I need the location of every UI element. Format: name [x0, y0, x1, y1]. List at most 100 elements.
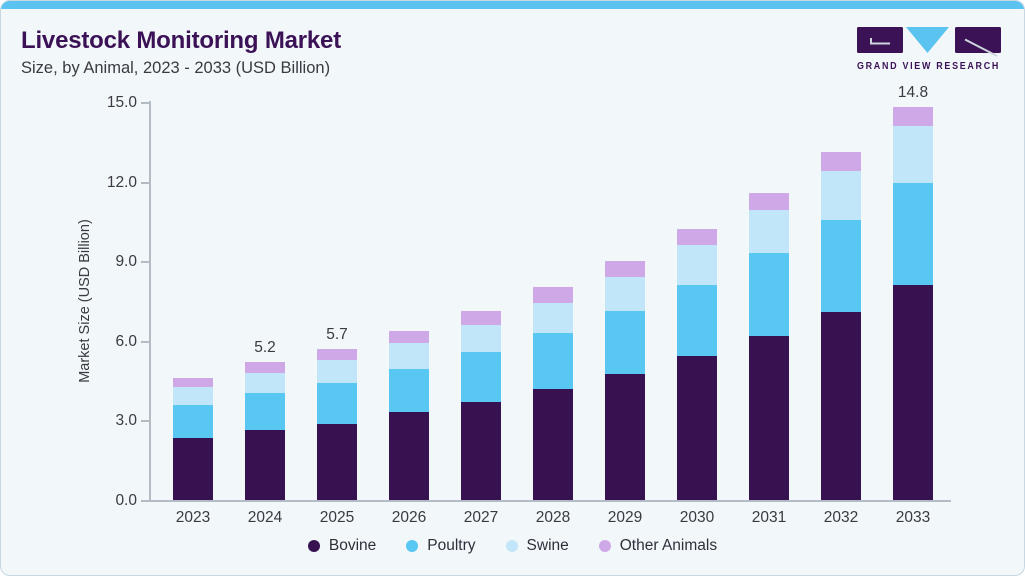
chart-legend: Bovine Poultry Swine Other Animals	[1, 537, 1024, 555]
legend-label: Bovine	[328, 537, 377, 554]
bar-segment-poultry	[821, 219, 861, 312]
logo-triangle-icon	[906, 27, 949, 53]
bar-segment-bovine	[821, 311, 861, 500]
x-tick-label-2023: 2023	[175, 509, 211, 526]
x-tick-label-2027: 2027	[463, 509, 499, 526]
bar-segment-swine	[749, 210, 789, 254]
x-tick-label-2030: 2030	[679, 509, 715, 526]
bar-segment-swine	[173, 387, 213, 406]
bar-segment-bovine	[749, 335, 789, 500]
y-tick-label: 0.0	[115, 492, 137, 509]
y-tick-label: 3.0	[115, 412, 137, 430]
logo-text: GRAND VIEW RESEARCH	[857, 60, 1000, 72]
bar-segment-poultry	[893, 182, 933, 286]
legend-swatch-icon	[307, 540, 320, 552]
bar-segment-poultry	[317, 383, 357, 424]
grand-view-research-logo: GRAND VIEW RESEARCH	[857, 27, 1001, 72]
bar-2027	[461, 310, 501, 500]
bar-2026	[389, 331, 429, 500]
bar-segment-bovine	[173, 438, 213, 500]
bar-segment-bovine	[893, 285, 933, 500]
bar-2033	[893, 107, 933, 500]
y-tick-label: 9.0	[115, 253, 137, 271]
legend-item-bovine: Bovine	[307, 537, 377, 555]
x-tick-label-2025: 2025	[319, 509, 355, 526]
legend-item-other-animals: Other Animals	[598, 537, 718, 555]
bar-segment-poultry	[677, 285, 717, 357]
y-tick-mark	[141, 181, 149, 184]
page-title: Livestock Monitoring Market	[21, 27, 341, 54]
y-tick-mark	[141, 420, 149, 423]
bar-segment-poultry	[749, 253, 789, 336]
bar-segment-bovine	[533, 388, 573, 500]
y-tick-label: 15.0	[106, 94, 137, 111]
bar-2023	[173, 377, 213, 500]
bar-total-label-2033: 14.8	[897, 84, 929, 102]
x-tick-label-2033: 2033	[895, 509, 931, 526]
x-tick-label-2032: 2032	[823, 509, 859, 526]
bar-segment-poultry	[533, 333, 573, 389]
bar-segment-bovine	[389, 412, 429, 500]
y-axis-title: Market Size (USD Billion)	[77, 219, 93, 383]
legend-label: Poultry	[427, 537, 476, 554]
bar-segment-other-animals	[893, 107, 933, 127]
y-tick-label: 6.0	[115, 332, 137, 350]
y-tick-mark	[141, 340, 149, 343]
bar-segment-poultry	[173, 405, 213, 439]
bar-segment-swine	[821, 171, 861, 220]
x-tick-label-2026: 2026	[391, 509, 427, 526]
bar-2024	[245, 362, 285, 500]
bar-2028	[533, 287, 573, 500]
bar-segment-other-animals	[749, 193, 789, 211]
bar-segment-swine	[317, 360, 357, 383]
bar-2031	[749, 193, 789, 500]
bar-segment-poultry	[245, 392, 285, 431]
bar-segment-bovine	[677, 356, 717, 500]
bar-segment-bovine	[461, 402, 501, 500]
bar-segment-swine	[461, 324, 501, 353]
bar-segment-poultry	[605, 310, 645, 374]
y-tick-mark	[141, 500, 149, 502]
bar-segment-other-animals	[821, 152, 861, 172]
y-tick-mark	[141, 261, 149, 264]
bar-segment-bovine	[317, 423, 357, 500]
bar-segment-other-animals	[173, 377, 213, 387]
bar-total-label-2025: 5.7	[326, 325, 348, 343]
bar-segment-bovine	[245, 430, 285, 500]
bar-segment-poultry	[461, 352, 501, 403]
legend-label: Other Animals	[619, 537, 718, 554]
bar-segment-other-animals	[605, 260, 645, 277]
bar-segment-swine	[533, 302, 573, 334]
bar-2032	[821, 152, 861, 500]
bar-segment-other-animals	[389, 331, 429, 344]
bar-total-label-2024: 5.2	[254, 339, 276, 357]
legend-swatch-icon	[505, 540, 518, 552]
x-axis-line	[149, 500, 951, 502]
page-subtitle: Size, by Animal, 2023 - 2033 (USD Billio…	[21, 59, 331, 77]
bar-segment-swine	[605, 276, 645, 311]
bar-segment-other-animals	[461, 310, 501, 325]
bar-segment-swine	[677, 245, 717, 286]
x-tick-label-2028: 2028	[535, 509, 571, 526]
legend-item-swine: Swine	[505, 537, 569, 555]
bar-2029	[605, 260, 645, 500]
bar-segment-other-animals	[245, 362, 285, 374]
bar-segment-swine	[389, 343, 429, 369]
y-axis-line	[149, 101, 151, 502]
bar-segment-poultry	[389, 368, 429, 413]
x-tick-label-2029: 2029	[607, 509, 643, 526]
bar-segment-swine	[245, 373, 285, 393]
bar-segment-bovine	[605, 373, 645, 500]
legend-swatch-icon	[598, 540, 611, 552]
bar-segment-swine	[893, 126, 933, 183]
x-tick-label-2024: 2024	[247, 509, 283, 526]
bar-2025	[317, 348, 357, 500]
y-tick-label: 12.0	[106, 173, 137, 191]
bar-segment-other-animals	[677, 228, 717, 246]
bar-segment-other-animals	[317, 348, 357, 361]
legend-swatch-icon	[406, 540, 419, 552]
top-accent-strip	[1, 1, 1024, 9]
y-tick-mark	[141, 102, 149, 104]
